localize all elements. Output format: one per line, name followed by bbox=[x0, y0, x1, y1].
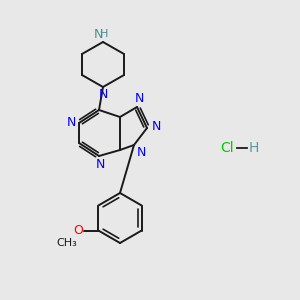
Text: N: N bbox=[95, 158, 105, 170]
Text: CH₃: CH₃ bbox=[56, 238, 77, 248]
Text: H: H bbox=[249, 141, 260, 155]
Text: N: N bbox=[134, 92, 144, 106]
Text: O: O bbox=[74, 224, 83, 237]
Text: N: N bbox=[66, 116, 76, 130]
Text: H: H bbox=[100, 29, 108, 39]
Text: N: N bbox=[151, 121, 161, 134]
Text: N: N bbox=[98, 88, 108, 100]
Text: N: N bbox=[93, 28, 103, 40]
Text: Cl: Cl bbox=[220, 141, 234, 155]
Text: N: N bbox=[136, 146, 146, 158]
